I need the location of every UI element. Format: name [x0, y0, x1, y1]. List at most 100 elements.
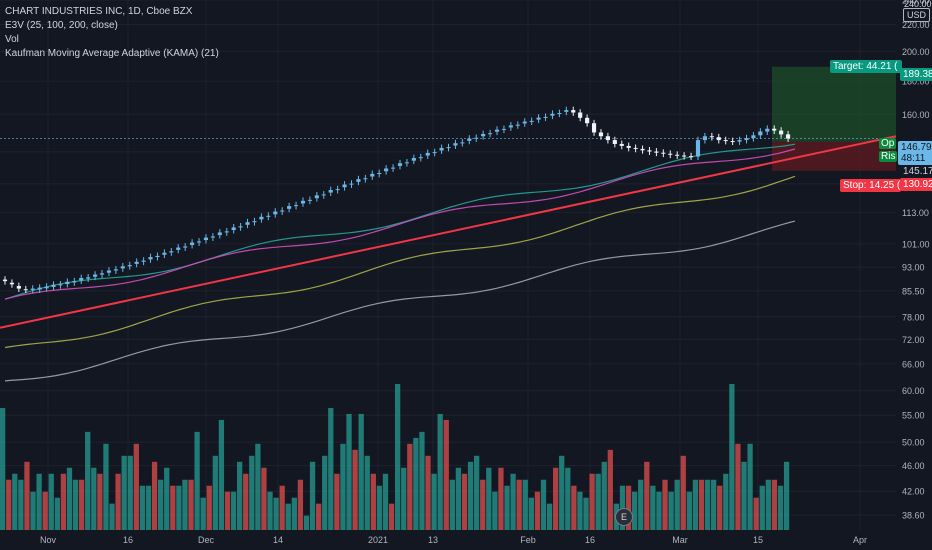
volume-bar: [48, 473, 54, 530]
candle-body: [605, 136, 610, 141]
moving-average-lines: [0, 135, 897, 382]
volume-bar: [540, 479, 547, 530]
volume-bar: [12, 473, 18, 530]
candle-body: [321, 194, 326, 196]
indicator-e3v[interactable]: E3V (25, 100, 200, close): [5, 20, 118, 31]
volume-bar: [170, 485, 176, 530]
candle-body: [384, 168, 389, 172]
volume-bar: [729, 384, 735, 530]
target-price-tag: 189.38: [900, 68, 932, 81]
volume-bar: [230, 491, 237, 530]
volume-bar: [546, 503, 553, 530]
volume-bar: [413, 437, 419, 530]
candle-body: [300, 200, 306, 204]
candle-body: [335, 189, 340, 191]
price-tick-label: 85.50: [902, 286, 925, 296]
volume-bar: [103, 443, 109, 530]
candle-body: [86, 277, 91, 279]
risk-reward-box[interactable]: [772, 66, 896, 171]
candle-body: [716, 137, 721, 141]
candle-body: [363, 178, 368, 180]
volume-bar: [158, 479, 164, 530]
volume-bar: [467, 461, 474, 530]
target-label: Target: 44.21 (: [830, 60, 902, 73]
volume-bar: [97, 473, 103, 530]
price-tick-label: 160.00: [902, 110, 930, 120]
candle-body: [626, 145, 631, 148]
earnings-icon[interactable]: E: [615, 508, 633, 526]
volume-bar: [516, 479, 522, 530]
indicator-kama[interactable]: Kaufman Moving Average Adaptive (KAMA) (…: [5, 48, 219, 59]
candle-body: [467, 138, 472, 141]
time-axis[interactable]: Nov 16 Dec 14 2021 13 Feb 16 Mar 15 Apr: [40, 535, 867, 545]
volume-bar: [619, 485, 626, 530]
candle-body: [44, 286, 49, 289]
candle-body: [460, 142, 465, 144]
candle-body: [259, 216, 264, 220]
volume-bar: [243, 473, 249, 530]
candle-body: [238, 226, 243, 228]
volume-bar: [510, 473, 516, 530]
candle-body: [307, 199, 312, 201]
candle-body: [155, 255, 160, 258]
candle-body: [598, 132, 604, 137]
candle-body: [176, 247, 181, 250]
volume-bar: [85, 431, 91, 530]
volume-bar: [656, 491, 662, 530]
volume-bar: [765, 479, 771, 530]
volume-bar: [741, 461, 747, 530]
candle-body: [190, 242, 195, 246]
volume-bar: [692, 479, 699, 530]
time-tick-label: 16: [585, 535, 595, 545]
candle-body: [58, 284, 63, 286]
price-tick-label: 113.00: [902, 208, 929, 218]
candlesticks[interactable]: [2, 106, 791, 294]
price-tick-label: 200.00: [902, 47, 930, 57]
time-tick-label: Dec: [198, 535, 215, 545]
volume-bar: [249, 455, 255, 530]
candle-body: [675, 154, 680, 156]
candle-body: [252, 221, 257, 223]
candle-body: [695, 140, 701, 157]
volume-bar: [498, 467, 504, 530]
chart-grid: [0, 0, 896, 530]
top-price-label: 240.00: [904, 0, 932, 9]
risk-label: Ris: [879, 151, 898, 162]
volume-bar: [255, 443, 261, 530]
volume-bar: [668, 491, 674, 530]
series-line: [4, 148, 796, 300]
symbol-title[interactable]: CHART INDUSTRIES INC, 1D, Cboe BZX: [5, 6, 193, 17]
volume-bar: [680, 455, 686, 530]
candle-body: [619, 143, 624, 146]
candle-body: [591, 123, 597, 133]
candle-body: [113, 269, 118, 271]
candle-body: [328, 189, 333, 193]
price-tick-label: 46.00: [902, 461, 925, 471]
time-tick-label: Mar: [672, 535, 688, 545]
candle-body: [245, 222, 250, 225]
volume-bar: [449, 479, 455, 530]
trendline: [0, 135, 897, 329]
candle-body: [23, 289, 28, 291]
indicator-vol[interactable]: Vol: [5, 34, 19, 45]
candle-body: [481, 133, 486, 137]
volume-bar: [625, 485, 632, 530]
volume-bar: [771, 479, 778, 530]
volume-bar: [340, 443, 346, 530]
volume-bar: [723, 473, 729, 530]
currency-badge[interactable]: USD: [903, 8, 931, 22]
series-line: [4, 143, 796, 300]
volume-bar: [419, 431, 425, 530]
volume-bar: [735, 443, 741, 530]
candle-body: [474, 137, 479, 139]
price-axis[interactable]: 38.60 42.00 46.00 50.00 55.00 60.00 66.00 72.00…: [896, 0, 932, 550]
volume-bar: [425, 455, 431, 530]
volume-bar: [127, 455, 133, 530]
volume-bar: [480, 479, 486, 530]
candle-body: [79, 277, 84, 281]
volume-bars: [0, 384, 790, 530]
current-price-tag: 146.79 48:11: [898, 141, 932, 165]
volume-bar: [395, 384, 401, 530]
candle-body: [612, 140, 617, 144]
